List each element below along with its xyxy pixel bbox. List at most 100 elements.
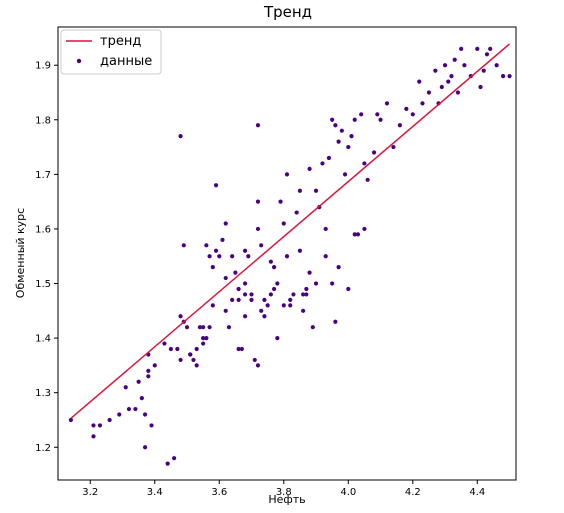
data-point <box>162 341 167 346</box>
data-point <box>346 144 351 150</box>
data-point <box>265 303 270 308</box>
data-point <box>136 379 141 384</box>
data-point <box>330 281 335 286</box>
data-point <box>439 84 444 90</box>
data-point <box>133 406 138 412</box>
data-point <box>500 74 506 79</box>
y-tick-label: 1.7 <box>35 170 51 181</box>
data-point <box>404 106 409 111</box>
y-tick-label: 1.3 <box>35 388 51 399</box>
data-point <box>397 123 402 128</box>
data-point <box>236 286 241 292</box>
data-point <box>223 221 228 226</box>
data-point <box>194 346 199 352</box>
data-point <box>494 63 499 68</box>
data-point <box>304 292 309 297</box>
y-tick-label: 1.5 <box>35 279 51 290</box>
data-point <box>242 248 248 253</box>
data-point <box>307 166 312 172</box>
data-point <box>213 248 219 253</box>
data-point <box>268 292 273 297</box>
data-point <box>475 46 480 51</box>
data-point <box>207 325 212 330</box>
x-tick-label: 4.0 <box>340 487 356 498</box>
data-point <box>181 243 186 248</box>
data-point <box>384 101 390 106</box>
data-point <box>301 292 306 297</box>
data-point <box>455 90 461 95</box>
data-point <box>362 161 367 166</box>
data-point <box>68 417 74 423</box>
legend-trend-label: тренд <box>100 34 141 49</box>
data-point <box>201 335 206 341</box>
data-point <box>310 325 315 330</box>
data-point <box>146 374 151 379</box>
data-point <box>442 63 448 68</box>
data-point <box>284 254 290 259</box>
data-point <box>268 259 273 264</box>
data-point <box>391 144 396 150</box>
data-point <box>336 139 341 144</box>
data-point <box>172 456 177 461</box>
y-axis-label: Обменный курс <box>14 208 27 298</box>
data-point <box>352 232 357 237</box>
data-point <box>262 314 267 319</box>
data-point <box>262 297 267 302</box>
data-point <box>178 134 183 139</box>
data-point <box>449 74 454 79</box>
x-tick-label: 3.8 <box>276 487 292 498</box>
data-point <box>152 363 157 368</box>
x-axis-label: Нефть <box>268 493 305 506</box>
data-point <box>507 74 512 79</box>
data-point <box>281 221 286 226</box>
data-point <box>226 325 232 330</box>
data-point <box>320 161 325 166</box>
data-point <box>459 46 464 51</box>
data-point <box>294 210 299 215</box>
x-tick-label: 3.4 <box>147 487 163 498</box>
data-point <box>230 297 235 302</box>
data-point <box>236 297 241 302</box>
data-point <box>462 63 467 68</box>
data-point <box>301 308 306 313</box>
data-point <box>236 346 241 352</box>
data-point <box>281 303 286 308</box>
data-point <box>323 254 328 259</box>
x-tick-label: 4.4 <box>469 487 485 498</box>
data-point <box>433 68 438 73</box>
x-tick-label: 4.2 <box>405 487 421 498</box>
series-layer <box>68 43 512 466</box>
data-point <box>117 412 122 417</box>
data-point <box>284 172 290 177</box>
data-point <box>217 254 222 259</box>
plot-area <box>57 26 517 481</box>
data-point <box>378 117 383 122</box>
data-point <box>242 314 248 319</box>
data-point <box>191 357 196 363</box>
data-point <box>91 423 96 428</box>
data-point <box>91 434 96 439</box>
data-point <box>346 286 351 292</box>
data-point <box>97 423 103 428</box>
data-point <box>107 417 112 423</box>
data-point <box>478 84 483 90</box>
data-point <box>213 183 219 188</box>
data-point <box>275 281 280 286</box>
data-point <box>259 308 264 313</box>
y-tick-label: 1.8 <box>35 115 51 126</box>
data-point <box>333 123 338 128</box>
data-point <box>323 226 328 232</box>
data-point <box>484 52 490 57</box>
data-point <box>210 265 215 270</box>
x-axis: 3.2 3.4 3.6 3.8 4.0 4.2 4.4 <box>82 480 485 498</box>
data-point <box>242 281 248 286</box>
data-point <box>446 79 451 84</box>
data-point <box>288 303 293 308</box>
legend-data-swatch <box>76 58 82 64</box>
y-tick-label: 1.4 <box>35 334 51 345</box>
data-point <box>165 461 170 466</box>
data-point <box>242 292 248 297</box>
data-point <box>365 177 370 182</box>
data-point <box>255 363 261 368</box>
data-point <box>188 352 193 357</box>
